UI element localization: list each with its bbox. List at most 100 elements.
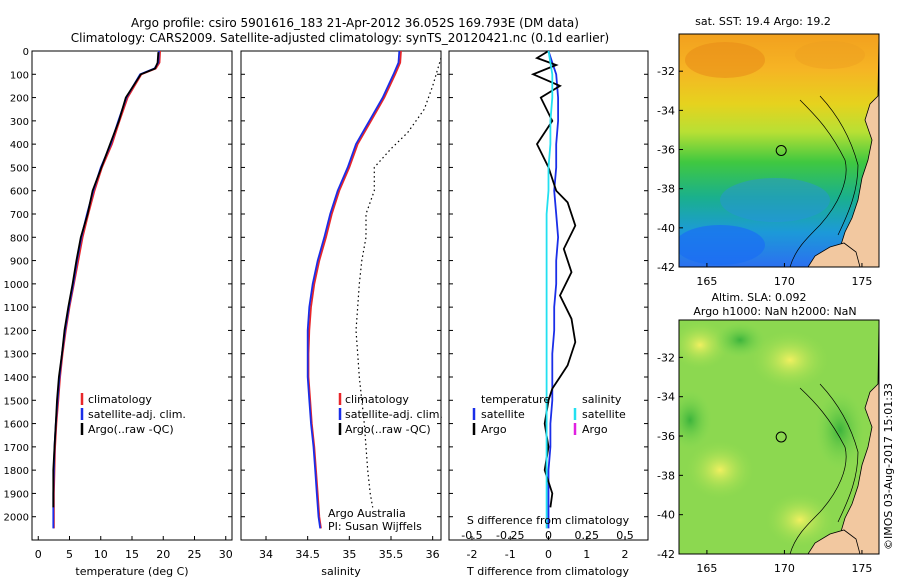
legend-label-argo: Argo(..raw -QC) [88, 423, 174, 436]
argo-float-marker [775, 431, 787, 443]
x-tick-label: 34 [259, 548, 273, 561]
sst-cool-patch [679, 225, 765, 265]
bathymetry-contour [789, 99, 847, 267]
temperature-plot-frame [31, 50, 233, 541]
map-lat-label: -32 [657, 65, 675, 78]
bathymetry-contour [819, 383, 859, 523]
x-tick-label: 36 [426, 548, 440, 561]
temperature-axis-ticks: 0 5 10 15 20 25 30 [35, 536, 233, 561]
series-line-argo-raw-qc- [355, 57, 442, 508]
legend-label-argo: Argo(..raw -QC) [345, 423, 431, 436]
temperature-panel: 0100200300400500600700800900100011001200… [4, 47, 233, 578]
legend-label-temperature-satellite: satellite [481, 408, 525, 421]
depth-tick-label: 1500 [4, 396, 29, 407]
depth-tick-label: 1900 [4, 489, 29, 500]
salinity-legend: climatology satellite-adj. clim. Argo(..… [338, 393, 443, 436]
temperature-legend: climatology satellite-adj. clim. Argo(..… [80, 393, 186, 436]
x-tick-label: 10 [94, 548, 108, 561]
depth-tick-label: 1400 [4, 373, 29, 384]
x-tick-label: 35.5 [379, 548, 404, 561]
depth-axis-ticks: 0 100 200 300 400 500 600 700 800 900 1000 1100 1200… [4, 47, 232, 524]
land-south-island [807, 242, 861, 267]
land-south-island [807, 529, 861, 554]
t-difference-label: T difference from climatology [466, 565, 629, 578]
map-lat-label: -34 [657, 391, 675, 404]
annotation-argo-australia: Argo Australia [328, 507, 406, 520]
depth-tick-label: 1600 [4, 420, 29, 431]
depth-tick-label: 900 [10, 257, 29, 268]
bathymetry-contour [819, 95, 859, 236]
series-line-climatology [307, 50, 402, 529]
depth-tick-label: 700 [10, 210, 29, 221]
map-lat-label: -40 [657, 509, 675, 522]
x-tick-label: 0 [35, 548, 42, 561]
sla-high-patch [685, 440, 755, 500]
legend-title-salinity: salinity [582, 393, 622, 406]
series-line-argo-raw-qc- [52, 52, 160, 508]
map-lon-label: 170 [774, 275, 795, 288]
x-tick-label: 2 [622, 548, 629, 561]
x-tick-label: -2 [466, 548, 477, 561]
sla-map-frame [678, 319, 880, 555]
depth-tick-label: 100 [10, 70, 29, 81]
s-tick-label: 0.5 [616, 529, 634, 542]
salinity-plot-frame [240, 50, 442, 541]
depth-tick-label: 400 [10, 140, 29, 151]
legend-label-satellite: satellite-adj. clim. [88, 408, 186, 421]
x-tick-label: -1 [505, 548, 516, 561]
figure-title-line2: Climatology: CARS2009. Satellite-adjuste… [71, 31, 609, 45]
legend-label-climatology: climatology [345, 393, 409, 406]
x-tick-label: 20 [156, 548, 170, 561]
figure-title-line1: Argo profile: csiro 5901616_183 21-Apr-2… [131, 16, 579, 30]
imos-timestamp: ©IMOS 03-Aug-2017 15:01:33 [882, 383, 895, 550]
sst-cool-patch [720, 178, 830, 222]
sla-map-ticks: 165 170 175 -32 -34 -36 -38 -40 -42 [657, 351, 872, 575]
depth-tick-label: 1300 [4, 350, 29, 361]
sst-map-frame [678, 33, 880, 268]
map-lon-label: 175 [851, 562, 872, 575]
map-lat-label: -42 [657, 261, 675, 274]
map-lon-label: 165 [696, 562, 717, 575]
depth-tick-label: 2000 [4, 513, 29, 524]
x-tick-label: 5 [66, 548, 73, 561]
sla-map-title-line2: Argo h1000: NaN h2000: NaN [693, 305, 856, 318]
map-lat-label: -38 [657, 183, 675, 196]
sla-high-patch [765, 492, 835, 548]
sst-warm-patch [685, 42, 765, 78]
series-line-climatology [53, 50, 161, 529]
depth-tick-label: 1000 [4, 280, 29, 291]
sla-high-patch [750, 330, 830, 390]
map-lon-label: 175 [851, 275, 872, 288]
series-line-satellite-adj-clim- [306, 50, 401, 529]
s-tick-label: -0.5 [461, 529, 482, 542]
temperature-axis-label: temperature (deg C) [75, 565, 188, 578]
x-tick-label: 15 [125, 548, 139, 561]
difference-panel: -2 -1 0 1 2 -0.5 -0.25 0 0.25 0.5 S difference fr… [448, 50, 649, 578]
depth-tick-label: 1700 [4, 443, 29, 454]
sla-map: Altim. SLA: 0.092 Argo h1000: NaN h2000:… [657, 291, 880, 575]
legend-label-satellite: satellite-adj. clim. [345, 408, 443, 421]
x-tick-label: 30 [219, 548, 233, 561]
legend-label-salinity-satellite: satellite [582, 408, 626, 421]
depth-tick-label: 800 [10, 233, 29, 244]
x-tick-label: 34.5 [295, 548, 320, 561]
sst-map: sat. SST: 19.4 Argo: 19.2 165 170 175 -32 -3… [657, 15, 880, 288]
salinity-depth-ticks [241, 50, 441, 518]
map-lat-label: -38 [657, 469, 675, 482]
depth-tick-label: 0 [23, 47, 29, 58]
legend-label-climatology: climatology [88, 393, 152, 406]
sst-warm-patch [795, 41, 865, 69]
sla-high-patch [679, 320, 730, 370]
sla-low-patch [815, 390, 865, 470]
temperature-series [52, 50, 161, 529]
map-lat-label: -36 [657, 144, 675, 157]
series-line-temperature-argo [530, 50, 577, 508]
sla-map-title-line1: Altim. SLA: 0.092 [711, 291, 806, 304]
difference-axis-ticks: -2 -1 0 1 2 -0.5 -0.25 0 0.25 0.5 [461, 529, 634, 561]
legend-label-salinity-argo: Argo [582, 423, 608, 436]
salinity-axis-label: salinity [321, 565, 361, 578]
legend-label-temperature-argo: Argo [481, 423, 507, 436]
legend-title-temperature: temperature [481, 393, 550, 406]
s-difference-label: S difference from climatology [467, 514, 630, 527]
